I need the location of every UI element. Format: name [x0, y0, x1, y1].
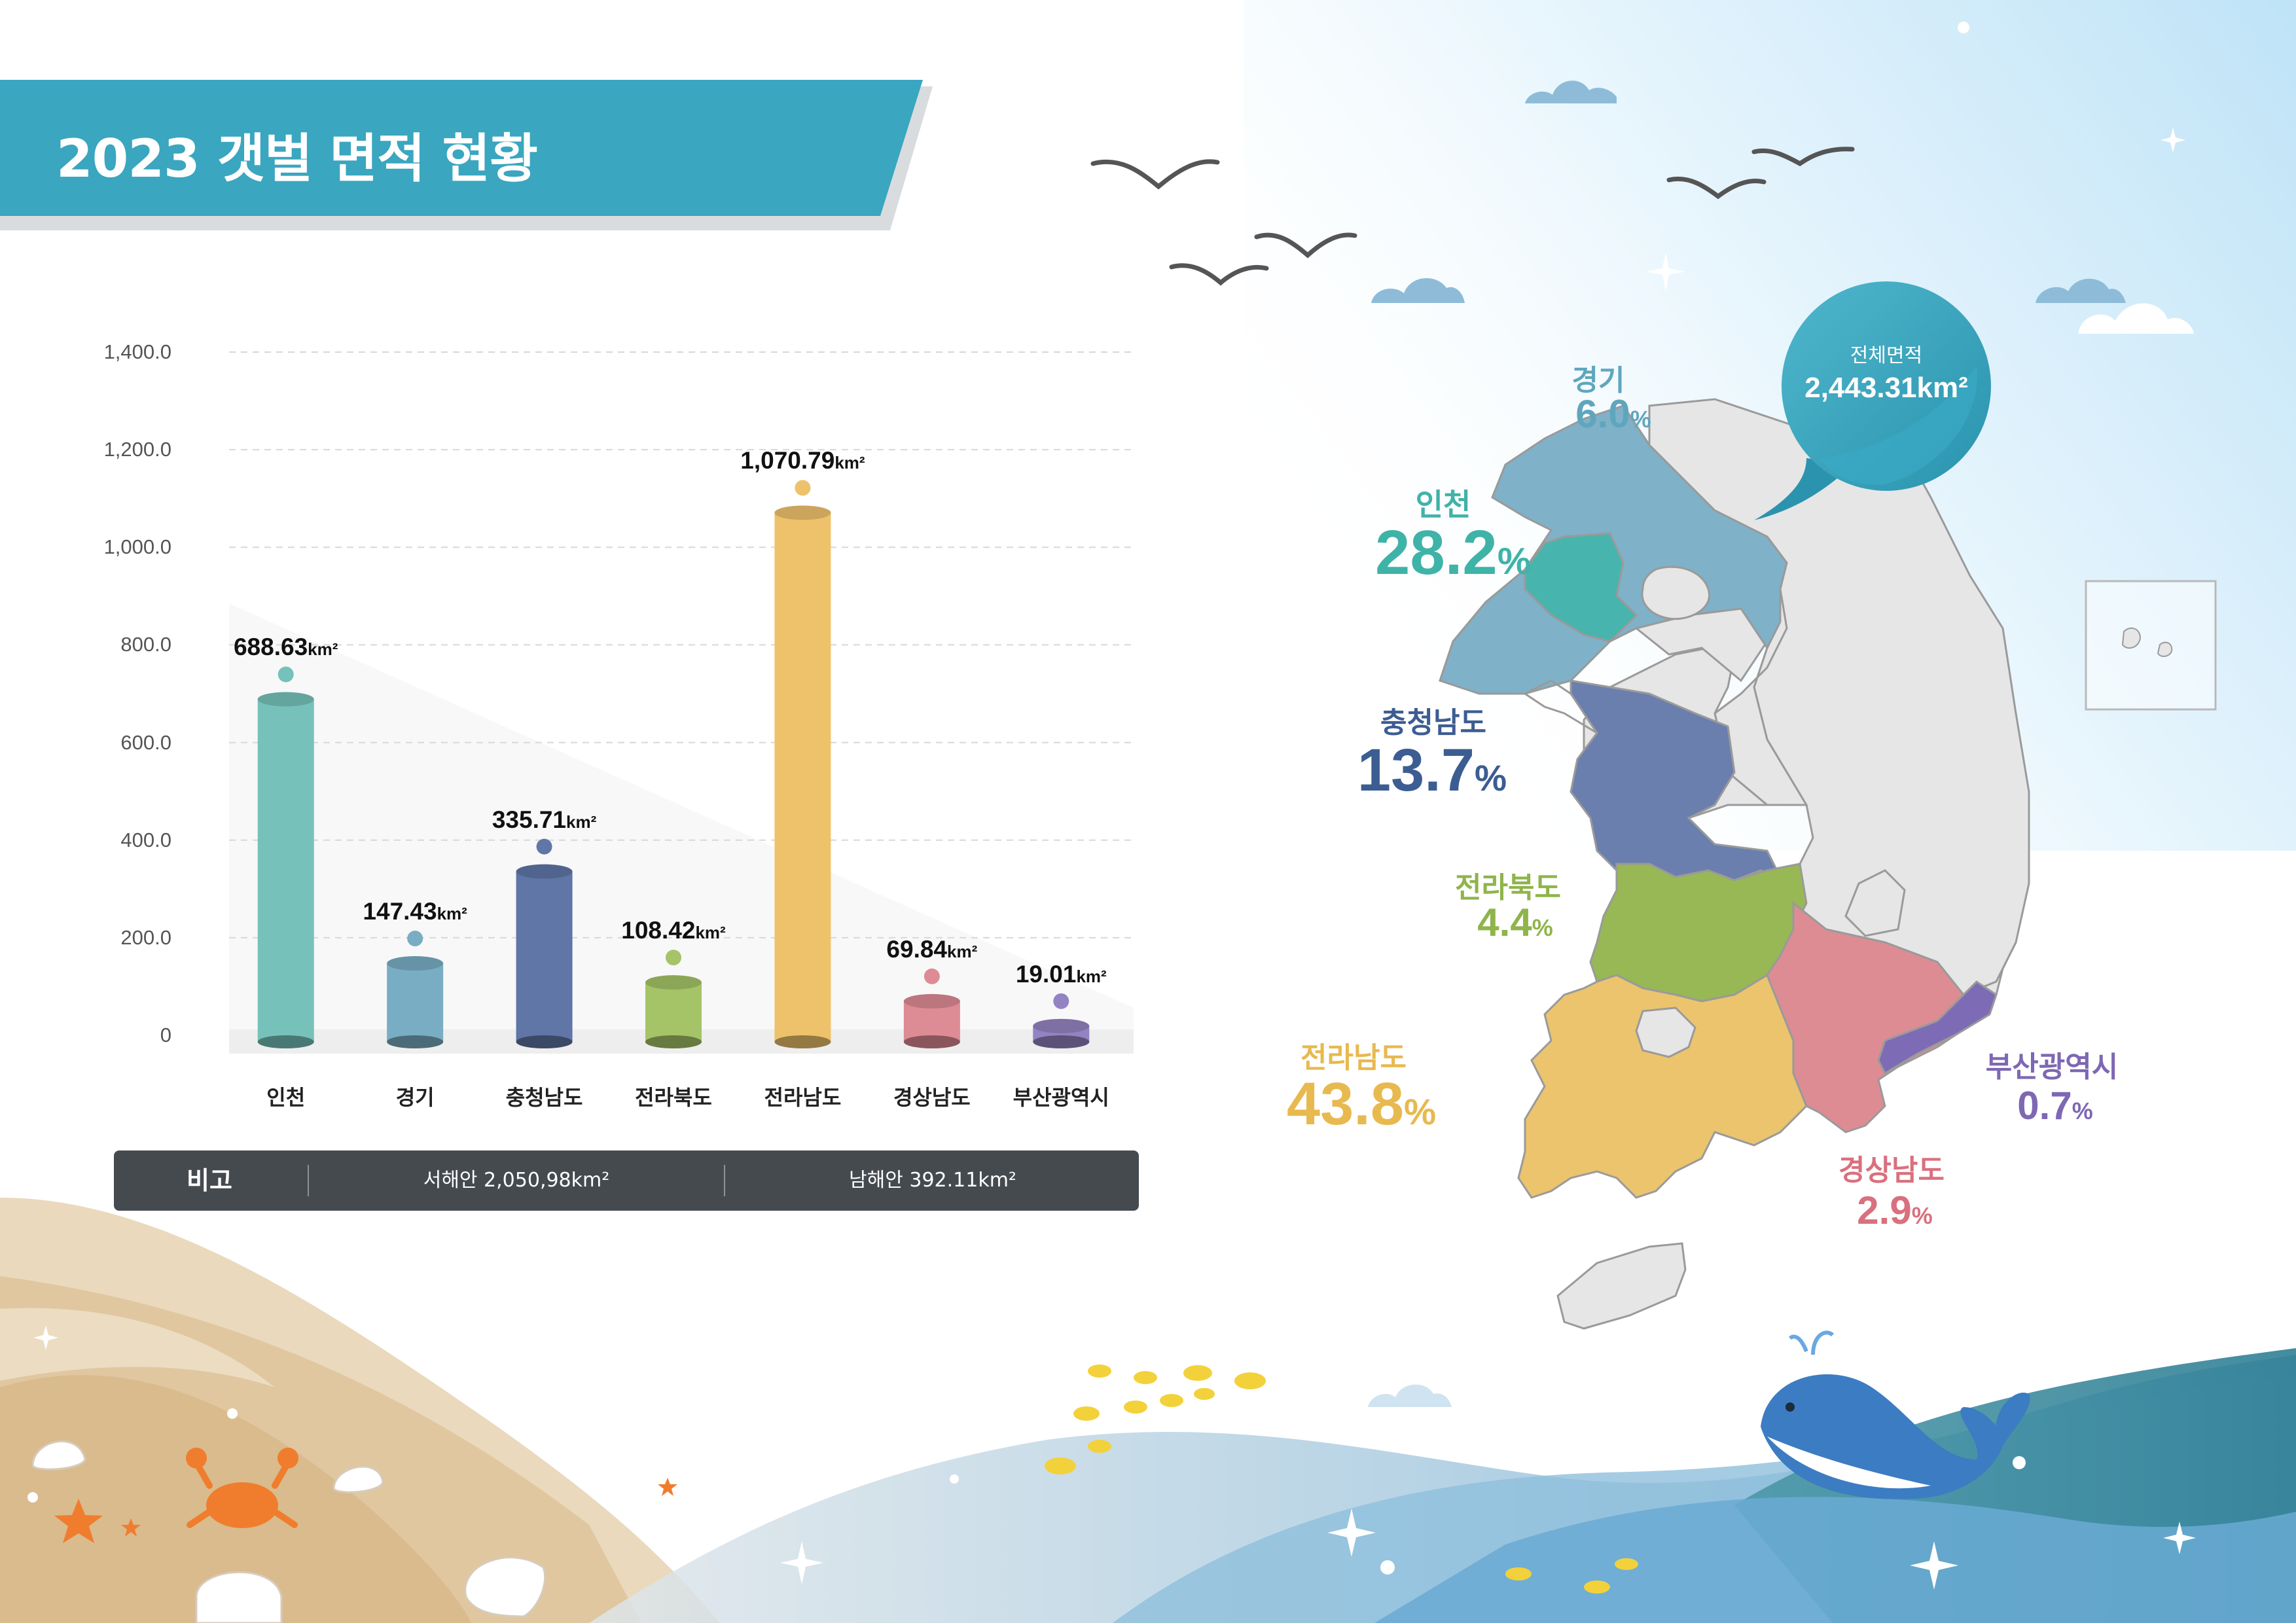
notes-divider — [308, 1165, 309, 1196]
bar — [387, 931, 444, 1048]
korea-map — [1439, 398, 2217, 1330]
bar-marker-dot — [407, 931, 423, 947]
y-tick-label: 1,200.0 — [103, 438, 171, 461]
bar — [903, 968, 960, 1048]
region-label-gyeonggi: 경기 — [1571, 364, 1625, 397]
beach-critters — [31, 1440, 677, 1623]
notes-label: 비고 — [187, 1166, 232, 1195]
region-label-chungnam: 충청남도 — [1380, 706, 1486, 740]
y-tick-label: 400.0 — [120, 828, 171, 851]
total-area-value: 2,443.31km² — [1804, 372, 1968, 404]
total-area-label: 전체면적 — [1850, 344, 1923, 367]
region-pct-gyeongnam: 2.9% — [1857, 1188, 1933, 1232]
total-area-bubble — [1754, 281, 1991, 520]
bar-value-label: 688.63km² — [233, 633, 338, 661]
bar — [645, 950, 702, 1048]
y-tick-label: 200.0 — [120, 925, 171, 949]
bar-value-label: 1,070.79km² — [740, 447, 865, 474]
region-pct-busan: 0.7% — [2017, 1084, 2093, 1128]
category-label: 경상남도 — [893, 1085, 971, 1110]
region-label-jeonbuk: 전라북도 — [1455, 871, 1561, 904]
region-label-jeonnam: 전라남도 — [1300, 1041, 1407, 1075]
bar-value-label: 147.43km² — [363, 898, 467, 925]
sand-decoration — [0, 1198, 720, 1623]
notes-south-coast: 남해안 392.11km² — [849, 1169, 1016, 1192]
bar — [1033, 993, 1090, 1048]
y-tick-label: 0 — [160, 1024, 171, 1046]
notes-bar: 비고 서해안 2,050,98km² 남해안 392.11km² — [114, 1150, 1139, 1211]
region-pct-gyeonggi: 6.0% — [1575, 392, 1651, 436]
bar-value-label: 69.84km² — [886, 935, 978, 963]
bar-marker-dot — [536, 838, 552, 855]
category-label: 인천 — [266, 1085, 306, 1110]
region-pct-jeonnam: 43.8% — [1286, 1071, 1437, 1137]
sea-decoration — [589, 1348, 2296, 1623]
y-tick-label: 600.0 — [120, 730, 171, 754]
bar — [516, 838, 573, 1048]
whale-icon — [1761, 1330, 2030, 1499]
region-label-gyeongnam: 경상남도 — [1839, 1154, 1945, 1187]
sparkle-icons — [27, 22, 2196, 1590]
bar — [257, 666, 314, 1048]
bar-marker-dot — [666, 950, 681, 966]
category-label: 충청남도 — [505, 1085, 583, 1110]
region-pct-chungnam: 13.7% — [1357, 737, 1507, 804]
title-band — [0, 80, 933, 230]
region-label-busan: 부산광역시 — [1985, 1050, 2119, 1084]
chart-bars — [257, 480, 1090, 1048]
bar-value-label: 335.71km² — [492, 806, 597, 833]
notes-west-coast: 서해안 2,050,98km² — [423, 1169, 610, 1192]
seagull-icons — [1090, 147, 1855, 286]
bar-marker-dot — [795, 480, 811, 496]
bar-marker-dot — [278, 666, 294, 683]
cloud-icons — [1368, 80, 2194, 1407]
bar-value-label: 108.42km² — [621, 917, 726, 944]
region-label-incheon: 인천 — [1415, 487, 1471, 522]
category-label: 전라북도 — [635, 1085, 712, 1110]
category-label: 전라남도 — [764, 1085, 842, 1110]
y-tick-label: 1,000.0 — [103, 535, 171, 559]
notes-divider — [724, 1165, 725, 1196]
y-tick-label: 800.0 — [120, 633, 171, 656]
bar-value-label: 19.01km² — [1015, 960, 1107, 988]
bar-marker-dot — [1053, 993, 1069, 1009]
region-pct-jeonbuk: 4.4% — [1477, 901, 1553, 944]
chart-gridlines — [229, 351, 1134, 938]
bar-marker-dot — [924, 968, 940, 984]
category-label: 경기 — [395, 1085, 435, 1110]
category-label: 부산광역시 — [1013, 1085, 1109, 1110]
fish-school-icons — [1045, 1364, 1638, 1594]
region-pct-incheon: 28.2% — [1374, 518, 1532, 588]
page-title: 2023 갯벌 면적 현황 — [56, 128, 538, 189]
bar — [774, 480, 831, 1048]
y-tick-label: 1,400.0 — [103, 340, 171, 363]
